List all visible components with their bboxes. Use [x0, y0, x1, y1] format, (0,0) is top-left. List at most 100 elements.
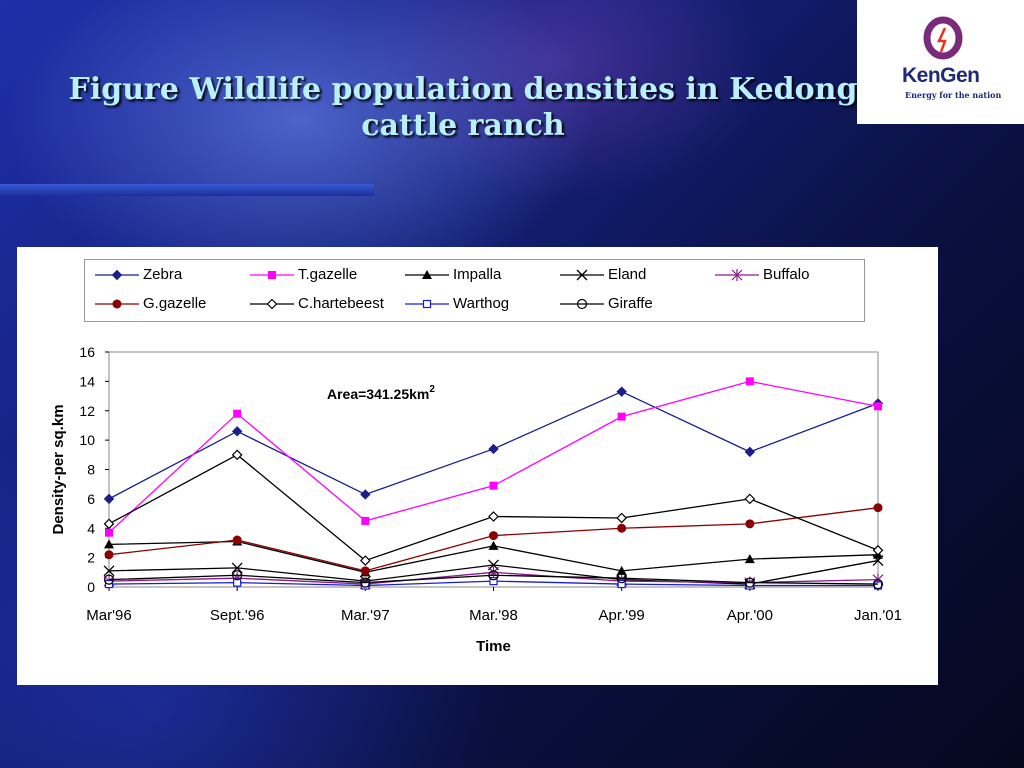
y-tick-label: 12 [79, 403, 95, 419]
data-point [104, 550, 114, 560]
data-point [744, 446, 756, 458]
y-tick-label: 16 [79, 344, 95, 360]
legend-label: G.gazelle [143, 295, 207, 312]
logo-name: KenGen [902, 64, 980, 87]
legend-item: Buffalo [715, 266, 865, 284]
data-point [104, 539, 114, 549]
legend-marker [112, 299, 122, 309]
plot-area-frame [108, 351, 879, 588]
x-tick-label: Mar.'98 [469, 607, 518, 624]
data-point [616, 565, 627, 575]
y-tick-label: 8 [87, 462, 95, 478]
data-point [359, 555, 371, 566]
data-point [873, 503, 883, 513]
line-chart: 0 2 4 6 8 10 12 14 16 Mar'96 Sept.'96 Mar.'97 Mar.'9… [50, 344, 902, 655]
legend-item: C.hartebeest [250, 295, 400, 313]
data-point [231, 449, 243, 461]
legend-marker [111, 269, 123, 281]
kengen-logo-icon [923, 16, 963, 60]
data-point [232, 570, 243, 581]
title-underline-bar [0, 184, 374, 196]
legend-swatch [560, 269, 604, 281]
area-annotation-superscript: 2 [429, 384, 435, 395]
legend-label: C.hartebeest [298, 295, 384, 312]
data-point [488, 570, 499, 581]
area-annotation-text: Area=341.25km [327, 386, 429, 402]
y-tick-label: 14 [79, 373, 95, 389]
series-chartebeest [103, 449, 884, 566]
legend-marker [266, 298, 278, 310]
data-point [231, 562, 243, 574]
series-tgazelle [105, 377, 882, 537]
legend-item: Impalla [405, 266, 555, 284]
legend-swatch [250, 298, 294, 310]
data-point [103, 518, 115, 530]
series-giraffe [103, 570, 884, 590]
data-point [360, 577, 371, 588]
legend-label: Giraffe [608, 295, 653, 312]
legend-item: G.gazelle [95, 295, 245, 313]
legend-label: T.gazelle [298, 266, 358, 283]
legend-swatch [250, 271, 294, 279]
legend-item: Warthog [405, 295, 555, 313]
y-tick-label: 4 [87, 520, 95, 536]
legend-label: Eland [608, 266, 647, 283]
legend-marker [576, 298, 588, 310]
y-tick-label: 10 [79, 432, 95, 448]
data-point [616, 386, 627, 397]
data-point [489, 481, 498, 490]
x-tick-label: Jan.'01 [854, 607, 902, 624]
legend-item: Giraffe [560, 295, 710, 313]
x-tick-label: Mar.'97 [341, 607, 390, 624]
data-point [103, 565, 115, 577]
legend-item: Eland [560, 266, 710, 284]
data-point [617, 523, 627, 533]
legend-swatch [405, 299, 449, 309]
data-point [103, 574, 115, 585]
data-point [233, 578, 242, 587]
data-point [232, 535, 242, 545]
series-zebra [103, 386, 884, 505]
legend-label: Warthog [453, 295, 510, 312]
data-point [745, 519, 755, 529]
data-point [617, 412, 626, 421]
data-point [489, 531, 498, 541]
kengen-logo: KenGen Energy for the nation [857, 0, 1024, 124]
slide-title-line1: Figure Wildlife population densities in … [68, 72, 858, 107]
legend-item: T.gazelle [250, 266, 400, 284]
data-point [872, 555, 884, 567]
data-point [105, 528, 113, 537]
logo-tagline: Energy for the nation [905, 90, 1002, 100]
series-line [108, 380, 879, 534]
legend-marker [576, 269, 588, 281]
data-point [617, 579, 626, 589]
data-point [360, 566, 370, 576]
slide-title-line2: cattle ranch [361, 108, 565, 143]
legend-marker [268, 271, 276, 279]
legend-swatch [405, 270, 449, 279]
series-line [108, 574, 879, 585]
data-point [616, 573, 627, 584]
x-tick-label: Mar'96 [86, 607, 131, 624]
legend-label: Impalla [453, 266, 502, 283]
data-point [872, 578, 884, 590]
legend-swatch [715, 269, 759, 281]
x-tick-label: Apr.'99 [599, 607, 645, 624]
x-tick-label: Sept.'96 [210, 607, 265, 624]
y-tick-label: 6 [87, 491, 95, 507]
legend-label: Zebra [143, 266, 183, 283]
legend-swatch [95, 269, 139, 281]
area-annotation: Area=341.25km2 [327, 384, 435, 402]
chart-legend: Zebra T.gazelle Impalla Eland Buffalo G.gazel… [84, 259, 865, 322]
legend-marker [731, 269, 743, 281]
data-point [488, 443, 499, 455]
legend-marker [422, 299, 432, 309]
data-point [744, 554, 755, 564]
series-ggazelle [104, 503, 883, 576]
data-point [745, 377, 754, 386]
y-tick-label: 0 [87, 579, 95, 595]
legend-label: Buffalo [763, 266, 810, 283]
chart-panel: Zebra T.gazelle Impalla Eland Buffalo G.gazel… [17, 247, 938, 685]
legend-swatch [560, 298, 604, 310]
x-axis-title: Time [476, 638, 511, 655]
